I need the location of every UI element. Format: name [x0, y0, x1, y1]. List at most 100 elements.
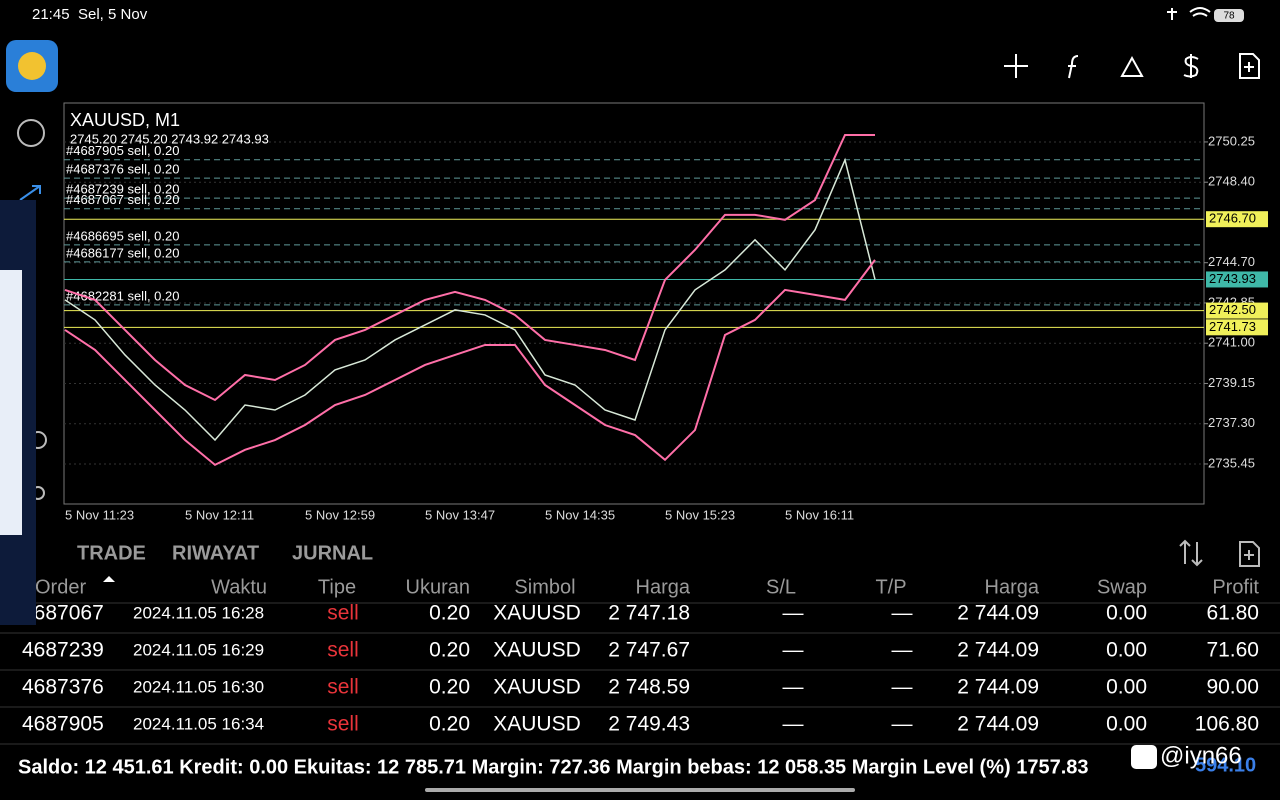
total-profit: 594.10: [1195, 754, 1256, 776]
app-icon-logo: [18, 52, 46, 80]
price-tag-label: 2746.70: [1209, 211, 1256, 226]
column-header: Tipe: [318, 576, 356, 598]
table-cell: XAUUSD: [493, 676, 581, 699]
order-label: #4687905 sell, 0.20: [66, 143, 179, 158]
column-header: Profit: [1212, 576, 1259, 598]
table-cell: XAUUSD: [493, 639, 581, 662]
x-tick-label: 5 Nov 12:11: [185, 507, 254, 522]
wifi-icon: [1189, 7, 1211, 17]
table-cell: 61.80: [1206, 602, 1259, 625]
clock: 21:45: [32, 6, 70, 23]
column-header: Waktu: [211, 576, 267, 598]
price-tag: [1206, 319, 1268, 336]
tab[interactable]: JURNAL: [292, 542, 373, 564]
mute-icon: [1167, 8, 1177, 20]
table-cell: 4687239: [22, 639, 104, 662]
x-tick-label: 5 Nov 13:47: [425, 507, 495, 522]
y-tick-label: 2750.25: [1208, 133, 1255, 148]
column-header: Order: [35, 576, 86, 598]
positions-table: Order Waktu Tipe Ukuran Simbol Harga S/L T/P Har…: [0, 576, 1280, 745]
table-cell: 2024.11.05 16:30: [133, 677, 264, 696]
table-cell: sell: [327, 676, 359, 699]
table-cell: —: [783, 602, 804, 625]
price-tag-label: 2741.73: [1209, 319, 1256, 334]
x-tick-label: 5 Nov 15:23: [665, 507, 735, 522]
table-cell: 4687067: [22, 602, 104, 625]
table-cell: 4687905: [22, 713, 104, 736]
table-cell: —: [892, 639, 913, 662]
table-cell: 0.00: [1106, 639, 1147, 662]
y-tick-label: 2741.00: [1208, 335, 1255, 350]
y-tick-label: 2735.45: [1208, 455, 1255, 470]
battery-level: 78: [1223, 11, 1235, 22]
series-line: [64, 157, 876, 442]
table-cell: XAUUSD: [493, 602, 581, 625]
x-tick-label: 5 Nov 12:59: [305, 507, 375, 522]
table-cell: 90.00: [1206, 676, 1259, 699]
table-cell: 0.20: [429, 602, 470, 625]
tab[interactable]: TRADE: [77, 542, 146, 564]
new-order-button[interactable]: [1239, 53, 1260, 79]
table-cell: 0.00: [1106, 602, 1147, 625]
table-cell: 0.00: [1106, 713, 1147, 736]
price-tag: [1206, 211, 1268, 228]
table-cell: 2024.11.05 16:29: [133, 640, 264, 659]
y-tick-label: 2744.70: [1208, 254, 1255, 269]
table-cell: 2 747.67: [608, 639, 690, 662]
table-cell: sell: [327, 639, 359, 662]
table-cell: 4687376: [22, 676, 104, 699]
table-cell: 0.20: [429, 639, 470, 662]
table-cell: 0.00: [1106, 676, 1147, 699]
sort-button[interactable]: [1179, 539, 1203, 567]
y-tick-label: 2739.15: [1208, 375, 1255, 390]
sort-indicator: [103, 576, 115, 582]
trade-nav-button[interactable]: [19, 185, 41, 201]
table-cell: 2 744.09: [957, 639, 1039, 662]
table-cell: 2 744.09: [957, 602, 1039, 625]
chart-title: XAUUSD, M1: [70, 110, 180, 130]
table-cell: 2 748.59: [608, 676, 690, 699]
chart: 2750.252748.402744.702742.852741.002739.…: [64, 133, 1268, 522]
tabs: TRADE RIWAYAT JURNAL: [77, 542, 373, 564]
indicator-button[interactable]: [1068, 55, 1079, 79]
table-cell: 106.80: [1195, 713, 1259, 736]
table-cell: 2024.11.05 16:34: [133, 714, 264, 733]
table-cell: sell: [327, 713, 359, 736]
chart-frame: [63, 102, 1205, 505]
account-button[interactable]: [17, 119, 45, 147]
column-header: S/L: [766, 576, 796, 598]
x-tick-label: 5 Nov 14:35: [545, 507, 615, 522]
crosshair-button[interactable]: [1004, 54, 1028, 78]
objects-button[interactable]: [1120, 55, 1144, 77]
tab[interactable]: RIWAYAT: [172, 542, 259, 564]
new-order-button[interactable]: [1239, 541, 1260, 567]
column-header: Swap: [1097, 576, 1147, 598]
table-cell: sell: [327, 602, 359, 625]
column-header: Harga: [985, 576, 1040, 598]
price-tag: [1206, 271, 1268, 288]
watermark-logo: [1131, 745, 1157, 769]
chart-ohlc: 2745.20 2745.20 2743.92 2743.93: [70, 131, 269, 146]
y-tick-label: 2748.40: [1208, 174, 1255, 189]
order-label: #4687067 sell, 0.20: [66, 192, 179, 207]
table-cell: —: [783, 676, 804, 699]
table-cell: 2 744.09: [957, 713, 1039, 736]
home-indicator[interactable]: [425, 788, 855, 792]
table-cell: —: [783, 713, 804, 736]
column-header: T/P: [875, 576, 906, 598]
price-tag-label: 2743.93: [1209, 271, 1256, 286]
table-cell: —: [783, 639, 804, 662]
table-cell: 2 749.43: [608, 713, 690, 736]
x-tick-label: 5 Nov 16:11: [785, 507, 854, 522]
date: Sel, 5 Nov: [78, 6, 148, 23]
table-cell: XAUUSD: [493, 713, 581, 736]
price-tag: [1206, 302, 1268, 319]
account-summary: Saldo: 12 451.61 Kredit: 0.00 Ekuitas: 1…: [18, 756, 1089, 778]
series-line: [64, 259, 876, 467]
watermark: @iyn66: [1160, 742, 1242, 769]
trade-button[interactable]: [1183, 54, 1199, 78]
table-cell: 2 744.09: [957, 676, 1039, 699]
series-line: [64, 133, 875, 402]
order-label: #4686177 sell, 0.20: [66, 245, 179, 260]
